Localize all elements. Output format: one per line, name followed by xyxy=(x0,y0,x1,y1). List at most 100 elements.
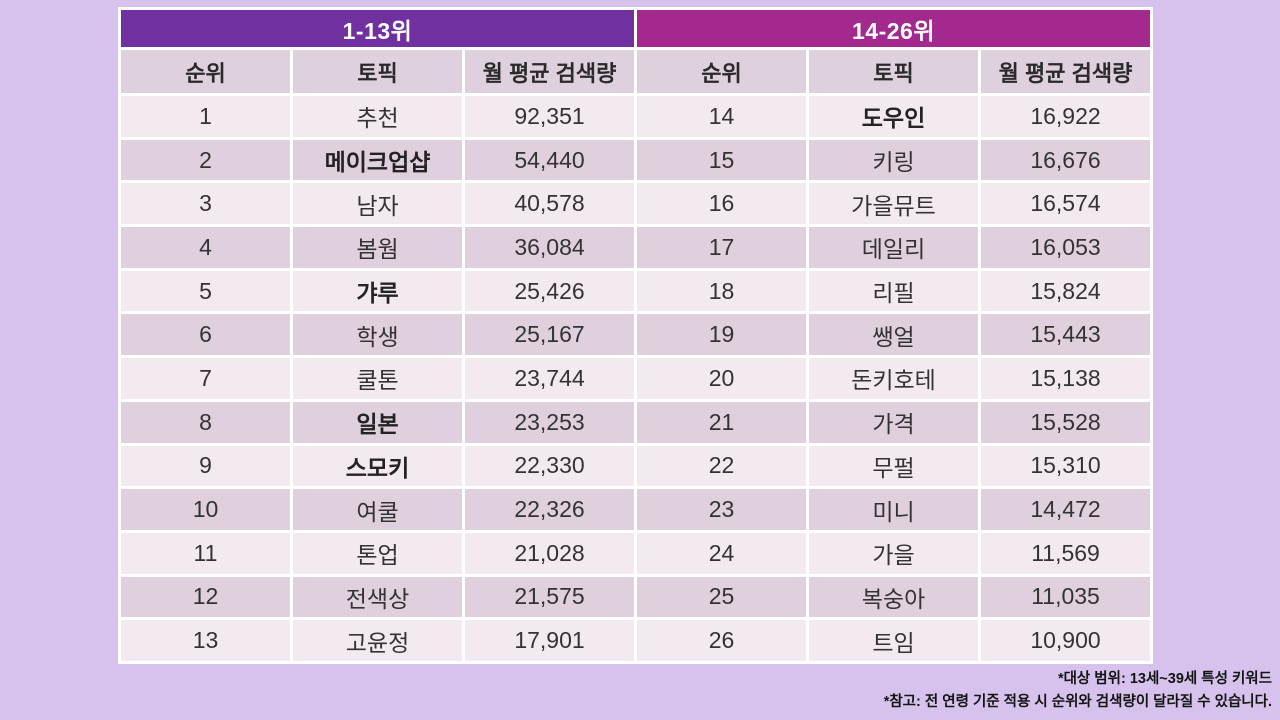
topic-cell: 여쿨 xyxy=(293,489,462,530)
topic-cell: 고윤정 xyxy=(293,620,462,661)
topic-cell: 일본 xyxy=(293,401,462,443)
column-header-rank: 순위 xyxy=(637,50,806,93)
volume-cell: 23,253 xyxy=(465,401,634,443)
rank-cell: 2 xyxy=(121,139,290,181)
topic-cell: 전색상 xyxy=(293,576,462,618)
volume-cell: 16,922 xyxy=(981,96,1151,137)
volume-cell: 54,440 xyxy=(465,139,634,181)
rank-cell: 8 xyxy=(121,401,290,443)
volume-cell: 21,028 xyxy=(465,532,634,574)
topic-cell: 리필 xyxy=(809,270,978,312)
topic-cell: 가을 xyxy=(809,532,978,574)
table-row: 1 추천 92,351 14 도우인 16,922 xyxy=(121,96,1151,137)
rank-cell: 5 xyxy=(121,270,290,312)
table-row: 12 전색상 21,575 25 복숭아 11,035 xyxy=(121,576,1151,618)
volume-cell: 15,310 xyxy=(981,445,1151,487)
rank-cell: 10 xyxy=(121,489,290,530)
volume-cell: 25,167 xyxy=(465,314,634,356)
footnotes: *대상 범위: 13세~39세 특성 키워드 *참고: 전 연령 기준 적용 시… xyxy=(884,668,1272,714)
topic-cell: 봄웜 xyxy=(293,227,462,268)
volume-cell: 21,575 xyxy=(465,576,634,618)
rank-cell: 4 xyxy=(121,227,290,268)
volume-cell: 23,744 xyxy=(465,358,634,399)
rank-cell: 13 xyxy=(121,620,290,661)
table-row: 8 일본 23,253 21 가격 15,528 xyxy=(121,401,1151,443)
rank-cell: 18 xyxy=(637,270,806,312)
column-header-topic: 토픽 xyxy=(809,50,978,93)
volume-cell: 16,053 xyxy=(981,227,1151,268)
topic-cell: 메이크업샵 xyxy=(293,139,462,181)
topic-cell: 갸루 xyxy=(293,270,462,312)
column-header-volume: 월 평균 검색량 xyxy=(981,50,1151,93)
topic-cell: 쿨톤 xyxy=(293,358,462,399)
column-header-volume: 월 평균 검색량 xyxy=(465,50,634,93)
table-row: 2 메이크업샵 54,440 15 키링 16,676 xyxy=(121,139,1151,181)
rank-cell: 12 xyxy=(121,576,290,618)
rank-cell: 19 xyxy=(637,314,806,356)
column-header-rank: 순위 xyxy=(121,50,290,93)
topic-cell: 도우인 xyxy=(809,96,978,137)
volume-cell: 16,676 xyxy=(981,139,1151,181)
volume-cell: 92,351 xyxy=(465,96,634,137)
volume-cell: 25,426 xyxy=(465,270,634,312)
rank-cell: 9 xyxy=(121,445,290,487)
column-header-row: 순위 토픽 월 평균 검색량 순위 토픽 월 평균 검색량 xyxy=(121,50,1151,93)
table-row: 10 여쿨 22,326 23 미니 14,472 xyxy=(121,489,1151,530)
table-row: 4 봄웜 36,084 17 데일리 16,053 xyxy=(121,227,1151,268)
topic-cell: 미니 xyxy=(809,489,978,530)
volume-cell: 10,900 xyxy=(981,620,1151,661)
volume-cell: 15,824 xyxy=(981,270,1151,312)
rank-group-header-14-26: 14-26위 xyxy=(637,10,1151,47)
footnote-scope: *대상 범위: 13세~39세 특성 키워드 xyxy=(1057,671,1272,687)
topic-cell: 학생 xyxy=(293,314,462,356)
table-row: 3 남자 40,578 16 가을뮤트 16,574 xyxy=(121,183,1151,225)
topic-cell: 가격 xyxy=(809,401,978,443)
table-row: 6 학생 25,167 19 쌩얼 15,443 xyxy=(121,314,1151,356)
topic-cell: 남자 xyxy=(293,183,462,225)
table-row: 5 갸루 25,426 18 리필 15,824 xyxy=(121,270,1151,312)
group-header-row: 1-13위 14-26위 xyxy=(121,10,1151,47)
rank-group-header-1-13: 1-13위 xyxy=(121,10,634,47)
rank-cell: 6 xyxy=(121,314,290,356)
volume-cell: 22,330 xyxy=(465,445,634,487)
topic-cell: 데일리 xyxy=(809,227,978,268)
footnote-notice: *참고: 전 연령 기준 적용 시 순위와 검색량이 달라질 수 있습니다. xyxy=(883,694,1272,710)
topic-cell: 톤업 xyxy=(293,532,462,574)
volume-cell: 40,578 xyxy=(465,183,634,225)
rank-cell: 22 xyxy=(637,445,806,487)
column-header-topic: 토픽 xyxy=(293,50,462,93)
volume-cell: 11,569 xyxy=(981,532,1151,574)
topic-cell: 키링 xyxy=(809,139,978,181)
rank-cell: 1 xyxy=(121,96,290,137)
topic-cell: 가을뮤트 xyxy=(809,183,978,225)
rank-cell: 23 xyxy=(637,489,806,530)
topic-cell: 스모키 xyxy=(293,445,462,487)
rank-cell: 26 xyxy=(637,620,806,661)
table-row: 13 고윤정 17,901 26 트임 10,900 xyxy=(121,620,1151,661)
rank-cell: 16 xyxy=(637,183,806,225)
volume-cell: 16,574 xyxy=(981,183,1151,225)
topic-cell: 추천 xyxy=(293,96,462,137)
topic-cell: 무펄 xyxy=(809,445,978,487)
rank-cell: 7 xyxy=(121,358,290,399)
rank-cell: 3 xyxy=(121,183,290,225)
topic-cell: 돈키호테 xyxy=(809,358,978,399)
ranking-table: 1-13위 14-26위 순위 토픽 월 평균 검색량 순위 토픽 월 평균 검… xyxy=(118,7,1154,664)
volume-cell: 15,443 xyxy=(981,314,1151,356)
rank-cell: 21 xyxy=(637,401,806,443)
volume-cell: 11,035 xyxy=(981,576,1151,618)
topic-cell: 트임 xyxy=(809,620,978,661)
table-row: 9 스모키 22,330 22 무펄 15,310 xyxy=(121,445,1151,487)
volume-cell: 15,528 xyxy=(981,401,1151,443)
table-row: 7 쿨톤 23,744 20 돈키호테 15,138 xyxy=(121,358,1151,399)
topic-cell: 쌩얼 xyxy=(809,314,978,356)
rank-cell: 20 xyxy=(637,358,806,399)
volume-cell: 36,084 xyxy=(465,227,634,268)
volume-cell: 17,901 xyxy=(465,620,634,661)
volume-cell: 14,472 xyxy=(981,489,1151,530)
volume-cell: 22,326 xyxy=(465,489,634,530)
table-row: 11 톤업 21,028 24 가을 11,569 xyxy=(121,532,1151,574)
rank-cell: 17 xyxy=(637,227,806,268)
rank-cell: 25 xyxy=(637,576,806,618)
